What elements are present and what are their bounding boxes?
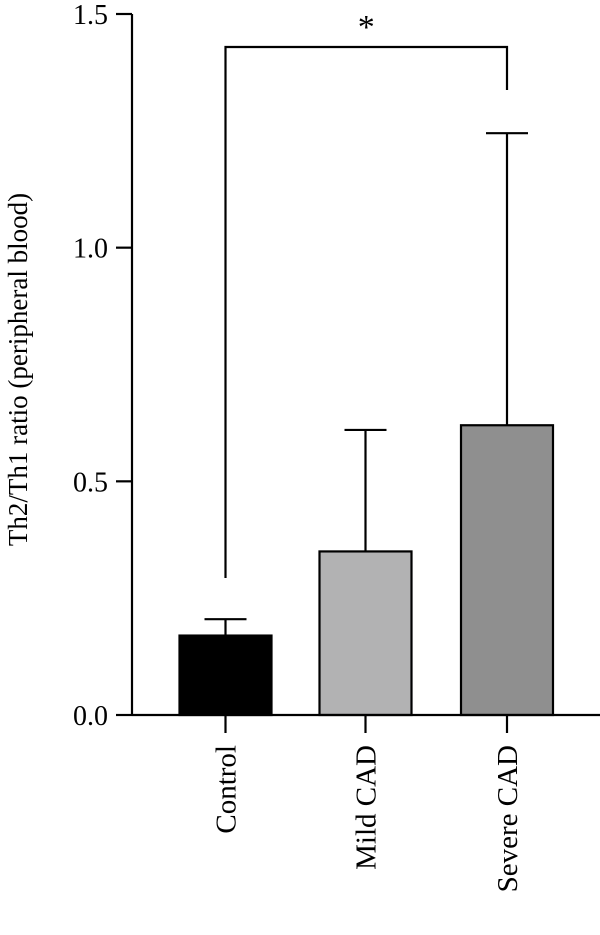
y-tick-label: 0.0: [73, 701, 108, 732]
category-label: Mild CAD: [351, 745, 383, 870]
bar: [459, 424, 555, 717]
significance-bracket-line: [224, 45, 509, 578]
bar: [178, 634, 273, 717]
y-tick-label: 1.0: [73, 234, 108, 265]
significance-star: *: [358, 9, 375, 46]
bars: [178, 424, 555, 717]
y-tick-label: 0.5: [73, 467, 108, 498]
y-tick-label: 1.5: [73, 0, 108, 31]
error-bars: [204, 132, 528, 636]
y-axis: 0.0 0.5 1.0 1.5: [73, 0, 134, 732]
bar: [318, 550, 413, 717]
x-ticks: Control Mild CAD Severe CAD: [211, 715, 524, 892]
y-axis-label: Th2/Th1 ratio (peripheral blood): [3, 193, 33, 546]
y-ticks: 0.0 0.5 1.0 1.5: [73, 0, 132, 732]
category-label: Control: [211, 745, 243, 834]
significance-bracket: *: [224, 9, 509, 578]
category-label: Severe CAD: [492, 745, 524, 892]
